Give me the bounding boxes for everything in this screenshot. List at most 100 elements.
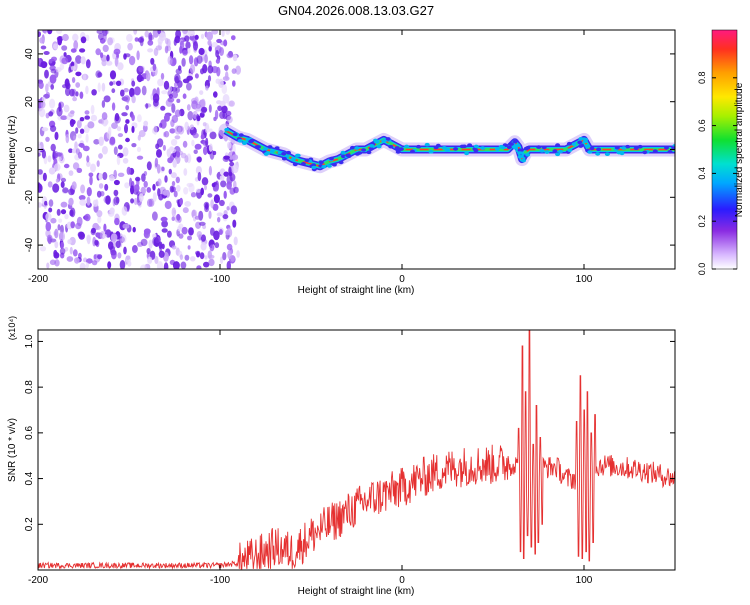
noise-speck xyxy=(167,157,174,164)
noise-speck xyxy=(71,77,76,83)
noise-speck xyxy=(61,57,69,65)
x-tick-label: -200 xyxy=(28,575,48,586)
noise-speck xyxy=(73,40,79,50)
trace-dot xyxy=(281,156,287,161)
noise-speck xyxy=(164,37,169,45)
noise-speck xyxy=(123,88,129,93)
trace-dot xyxy=(338,160,344,165)
noise-speck xyxy=(124,182,130,189)
noise-speck xyxy=(173,190,178,198)
noise-speck xyxy=(236,250,240,258)
noise-speck xyxy=(49,74,57,84)
noise-speck xyxy=(167,97,175,103)
noise-speck xyxy=(174,109,181,117)
noise-speck xyxy=(208,143,213,152)
noise-speck xyxy=(79,262,86,269)
snr-frame xyxy=(37,329,676,571)
noise-speck xyxy=(50,217,57,224)
noise-speck xyxy=(203,146,208,156)
noise-speck xyxy=(39,37,45,44)
noise-speck xyxy=(233,236,238,246)
trace-dot xyxy=(354,146,360,150)
noise-speck xyxy=(191,209,198,219)
trace-dot xyxy=(567,148,573,152)
noise-speck xyxy=(75,222,82,230)
noise-speck xyxy=(203,261,210,268)
x-tick-label: 100 xyxy=(576,274,593,285)
trace-dot xyxy=(354,152,360,156)
noise-speck xyxy=(180,261,187,269)
noise-speck xyxy=(148,239,153,249)
noise-speck xyxy=(68,148,73,153)
noise-speck xyxy=(178,223,184,230)
noise-speck xyxy=(41,127,49,132)
trace-dot xyxy=(385,137,391,141)
colorbar-tick-label: 0.2 xyxy=(697,215,707,228)
x-tick-label: 0 xyxy=(399,575,405,586)
noise-speck xyxy=(77,133,82,139)
noise-speck xyxy=(38,107,46,118)
trace-dot xyxy=(369,144,375,148)
y-tick-label: 40 xyxy=(24,48,35,60)
noise-speck xyxy=(226,260,231,269)
noise-speck xyxy=(216,100,222,105)
noise-speck xyxy=(147,256,153,264)
noise-speck xyxy=(85,133,89,143)
noise-speck xyxy=(198,221,206,226)
noise-speck xyxy=(222,214,229,220)
noise-speck xyxy=(96,210,103,218)
snr-xlabel: Height of straight line (km) xyxy=(298,586,415,597)
trace-dot xyxy=(373,138,378,143)
trace-dot xyxy=(242,141,247,145)
noise-speck xyxy=(79,117,85,122)
noise-speck xyxy=(60,209,67,215)
noise-speck xyxy=(88,172,94,178)
noise-speck xyxy=(109,136,116,145)
noise-speck xyxy=(122,157,129,164)
trace-dot xyxy=(577,140,583,145)
trace-dot xyxy=(424,142,430,147)
noise-speck xyxy=(110,233,118,242)
noise-speck xyxy=(146,161,152,171)
noise-speck xyxy=(133,30,138,35)
noise-speck xyxy=(107,261,112,269)
noise-speck xyxy=(170,148,177,153)
noise-speck xyxy=(85,59,91,69)
noise-speck xyxy=(101,145,108,155)
noise-speck xyxy=(208,258,215,267)
noise-speck xyxy=(207,39,212,46)
noise-speck xyxy=(108,241,114,250)
noise-speck xyxy=(53,252,60,259)
noise-speck xyxy=(45,221,52,232)
noise-speck xyxy=(181,57,186,67)
noise-speck xyxy=(146,248,151,255)
noise-speck xyxy=(193,149,198,155)
noise-speck xyxy=(187,245,191,250)
noise-speck xyxy=(42,172,47,182)
noise-speck xyxy=(200,134,205,140)
noise-speck xyxy=(184,155,189,163)
trace-dot xyxy=(625,144,631,149)
trace-dot xyxy=(596,147,602,152)
trace-dot xyxy=(633,146,639,150)
noise-speck xyxy=(160,72,165,80)
noise-speck xyxy=(63,52,67,57)
noise-speck xyxy=(178,233,184,239)
noise-speck xyxy=(157,78,164,87)
noise-speck xyxy=(133,184,140,192)
noise-speck xyxy=(161,90,168,95)
noise-speck xyxy=(70,119,76,125)
noise-speck xyxy=(91,227,96,234)
trace-dot xyxy=(652,149,658,153)
noise-speck xyxy=(86,155,90,163)
noise-speck xyxy=(121,112,128,117)
trace-dot xyxy=(473,144,479,149)
noise-speck xyxy=(130,185,135,195)
noise-speck xyxy=(216,66,221,77)
x-tick-label: -100 xyxy=(210,575,230,586)
noise-speck xyxy=(117,133,123,138)
trace-dot xyxy=(536,145,542,149)
noise-speck xyxy=(75,91,79,97)
noise-speck xyxy=(134,86,141,96)
noise-speck xyxy=(90,114,98,122)
